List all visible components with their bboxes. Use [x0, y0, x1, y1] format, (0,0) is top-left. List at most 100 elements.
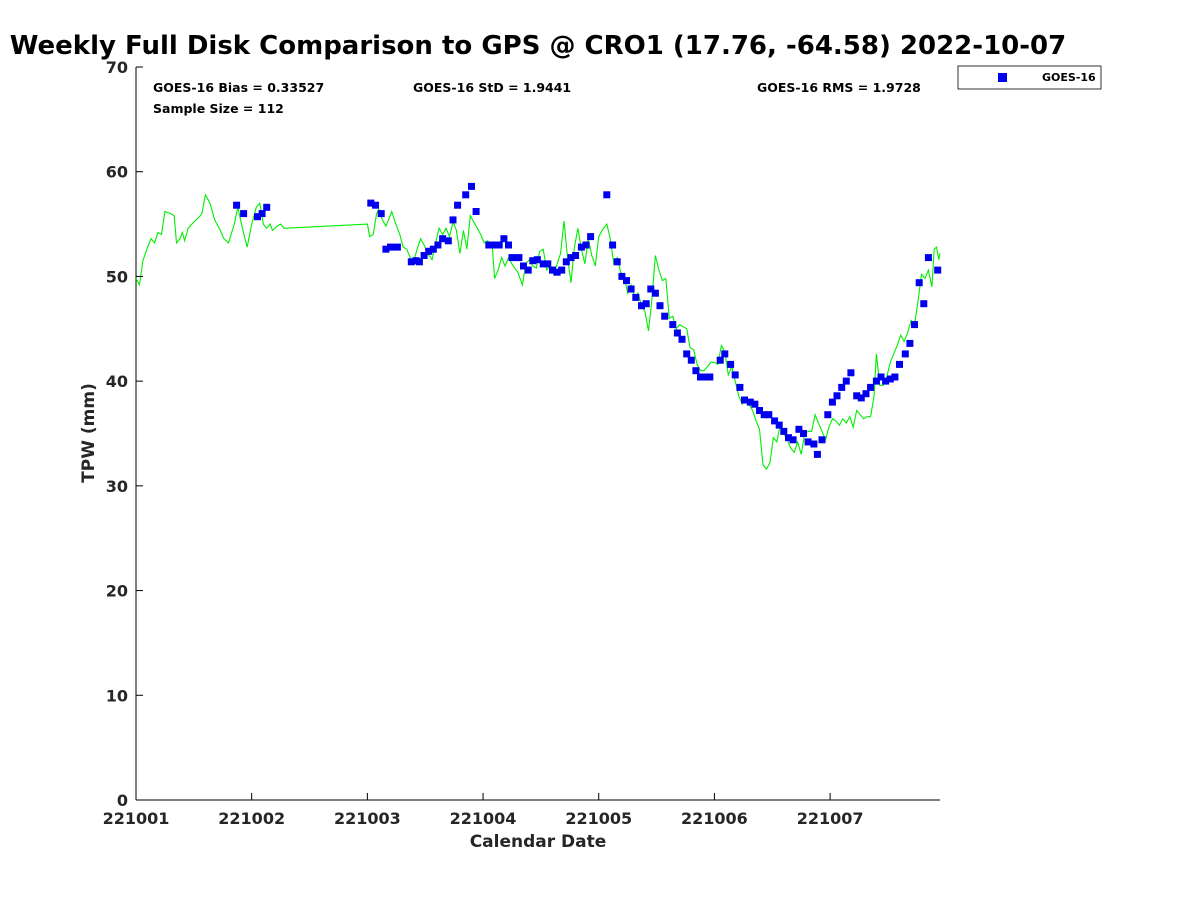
goes-16-point [505, 241, 512, 249]
goes-16-point [407, 258, 415, 266]
goes-16-point [721, 350, 729, 358]
goes-16-point [367, 199, 375, 207]
goes-16-point [924, 254, 932, 262]
y-axis-label: TPW (mm) [79, 383, 99, 483]
goes-16-point [387, 243, 394, 251]
goes-16-point [508, 254, 516, 262]
goes-16-point [572, 252, 580, 259]
goes-16-point [756, 407, 763, 414]
goes-16-point [877, 373, 885, 381]
goes-16-point [678, 335, 686, 343]
x-tick-label: 221001 [103, 809, 170, 828]
goes-16-point [847, 369, 855, 377]
goes-16-point [647, 285, 655, 293]
goes-16-point [587, 233, 595, 241]
goes-16-point [520, 262, 527, 270]
gps-series-line [135, 193, 941, 471]
goes-16-point [760, 411, 768, 419]
goes-16-point [673, 329, 681, 337]
goes-16-point [444, 237, 452, 245]
goes-16-point [741, 396, 748, 404]
goes-16-point [911, 321, 918, 329]
goes-16-point [872, 377, 880, 385]
x-axis-label: Calendar Date [470, 832, 607, 852]
goes-16-point [882, 377, 890, 385]
goes-16-point [603, 191, 611, 199]
goes-16-point [515, 254, 523, 262]
legend: GOES-16 [957, 65, 1102, 90]
y-tick-label: 50 [106, 267, 128, 286]
x-axis-ticks: 221001 221002 221003 221004 221005 221006 2210… [103, 793, 864, 828]
plot-area: 0 10 20 30 40 50 60 70 221001 221002 221003 221004… [103, 58, 942, 828]
goes-16-point [558, 266, 566, 274]
goes-16-point [263, 203, 271, 211]
goes-16-point [582, 241, 590, 249]
goes-16-series-points [233, 182, 942, 458]
goes-16-point [240, 210, 248, 218]
gps-line-path [135, 193, 941, 471]
goes-16-point [372, 201, 379, 209]
goes-16-point [434, 241, 442, 249]
goes-16-point [810, 440, 818, 448]
goes-16-point [623, 277, 630, 285]
goes-16-point [789, 436, 797, 444]
goes-16-point [377, 210, 385, 218]
goes-16-point [539, 260, 547, 268]
x-tick-label: 221007 [797, 809, 864, 828]
goes-16-point [838, 383, 846, 391]
goes-16-point [727, 360, 735, 368]
y-tick-label: 70 [106, 58, 128, 77]
goes-16-point [701, 373, 709, 381]
goes-16-point [544, 260, 552, 268]
goes-16-point [420, 252, 428, 259]
x-tick-label: 221005 [565, 809, 632, 828]
goes-16-point [454, 201, 462, 209]
goes-16-point [857, 394, 865, 402]
goes-16-point [651, 289, 659, 297]
sample-size-stat: Sample Size = 112 [153, 101, 284, 116]
goes-16-point [613, 258, 621, 266]
goes-16-point [382, 245, 390, 253]
goes-16-point [683, 350, 691, 358]
goes-16-point [549, 266, 556, 274]
goes-16-point [780, 427, 788, 435]
goes-16-point [785, 434, 792, 442]
goes-16-point [425, 247, 433, 255]
goes-16-point [233, 201, 241, 209]
goes-16-point [731, 371, 739, 379]
goes-16-point [934, 266, 942, 274]
goes-16-point [896, 360, 903, 368]
goes-16-point [468, 182, 475, 190]
goes-16-point [661, 312, 669, 320]
goes-16-point [692, 367, 700, 375]
goes-16-point [632, 293, 640, 301]
goes-16-point [901, 350, 909, 358]
legend-marker-goes-16 [998, 73, 1007, 82]
x-tick-label: 221006 [681, 809, 748, 828]
goes-16-point [491, 241, 499, 249]
goes-16-point [618, 272, 626, 280]
goes-16-point [393, 243, 401, 251]
y-tick-label: 10 [106, 686, 128, 705]
goes-16-point [533, 256, 541, 264]
goes-16-point [813, 450, 821, 458]
goes-16-point [562, 258, 570, 266]
x-tick-label: 221004 [450, 809, 517, 828]
goes-16-point [706, 373, 714, 381]
goes-16-point [529, 257, 537, 265]
goes-16-point [920, 300, 928, 308]
y-tick-label: 0 [117, 791, 128, 810]
y-tick-label: 30 [106, 477, 128, 496]
y-tick-label: 20 [106, 582, 128, 601]
y-tick-label: 40 [106, 372, 128, 391]
goes-16-point [449, 216, 457, 224]
goes-16-point [687, 356, 695, 364]
goes-16-point [485, 241, 493, 249]
goes-16-point [638, 302, 645, 310]
chart-title: Weekly Full Disk Comparison to GPS @ CRO… [10, 31, 1066, 61]
goes-16-point [577, 243, 585, 251]
goes-16-point [853, 392, 861, 400]
goes-16-point [495, 241, 503, 249]
goes-16-point [669, 321, 677, 329]
